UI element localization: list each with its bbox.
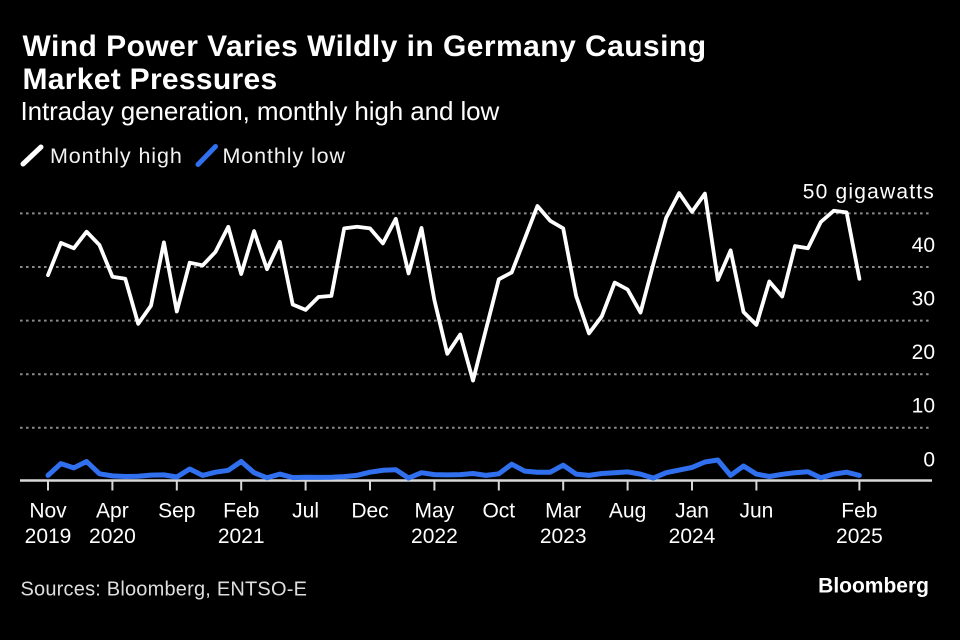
svg-text:Apr: Apr xyxy=(96,500,129,523)
svg-text:Mar: Mar xyxy=(545,500,581,523)
svg-text:Market Pressures: Market Pressures xyxy=(23,63,278,96)
svg-text:2022: 2022 xyxy=(411,525,458,548)
svg-text:30: 30 xyxy=(912,288,935,311)
svg-text:Sep: Sep xyxy=(158,500,195,523)
svg-text:20: 20 xyxy=(912,341,935,364)
svg-text:0: 0 xyxy=(923,448,935,471)
svg-text:Wind Power Varies Wildly in Ge: Wind Power Varies Wildly in Germany Caus… xyxy=(23,30,707,63)
svg-text:Intraday generation, monthly h: Intraday generation, monthly high and lo… xyxy=(21,96,500,126)
svg-text:Feb: Feb xyxy=(841,500,877,523)
svg-text:Jun: Jun xyxy=(739,500,773,523)
svg-text:10: 10 xyxy=(912,395,935,418)
svg-text:May: May xyxy=(415,500,455,523)
svg-text:Sources: Bloomberg, ENTSO-E: Sources: Bloomberg, ENTSO-E xyxy=(21,579,308,601)
svg-text:Feb: Feb xyxy=(223,500,259,523)
svg-text:Oct: Oct xyxy=(482,500,515,523)
svg-text:2020: 2020 xyxy=(89,525,136,548)
svg-text:2021: 2021 xyxy=(218,525,265,548)
svg-text:Jan: Jan xyxy=(675,500,709,523)
svg-text:Aug: Aug xyxy=(609,500,646,523)
svg-text:Nov: Nov xyxy=(29,500,67,523)
svg-text:2025: 2025 xyxy=(836,525,883,548)
svg-text:2019: 2019 xyxy=(25,525,72,548)
svg-text:Bloomberg: Bloomberg xyxy=(818,575,929,598)
svg-text:Monthly high: Monthly high xyxy=(50,144,183,168)
svg-text:Jul: Jul xyxy=(292,500,319,523)
svg-text:Dec: Dec xyxy=(351,500,388,523)
svg-text:40: 40 xyxy=(912,234,935,257)
svg-text:2023: 2023 xyxy=(540,525,587,548)
svg-text:50 gigawatts: 50 gigawatts xyxy=(803,180,935,203)
svg-text:Monthly low: Monthly low xyxy=(223,144,346,168)
svg-text:2024: 2024 xyxy=(669,525,716,548)
